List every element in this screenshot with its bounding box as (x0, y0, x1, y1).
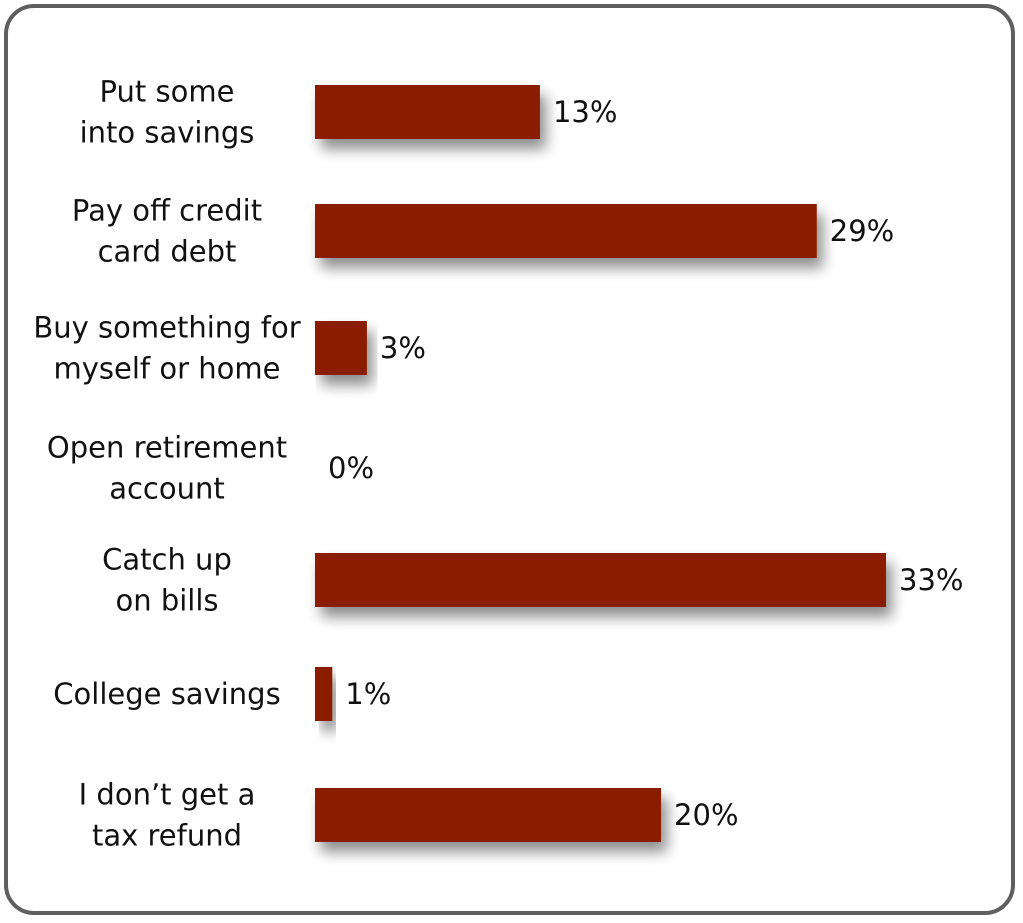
category-label-1: Put some into savings (80, 75, 255, 150)
category-label-5: Catch up on bills (102, 543, 232, 618)
category-label-4: Open retirement account (47, 431, 287, 506)
value-label-7: 20% (674, 798, 738, 832)
category-label-line: Open retirement (47, 431, 287, 465)
category-label-line: Catch up (102, 543, 232, 577)
category-label-line: I don’t get a (79, 778, 256, 812)
chart-frame (4, 4, 1015, 915)
bar-3 (315, 321, 367, 375)
value-label-2: 29% (830, 214, 894, 248)
category-label-line: on bills (115, 584, 218, 618)
category-label-line: tax refund (92, 819, 242, 853)
category-label-line: Buy something for (33, 311, 300, 345)
bar-7 (315, 788, 662, 842)
bar-6 (315, 667, 333, 721)
category-label-line: into savings (80, 116, 255, 150)
category-label-line: College savings (53, 677, 280, 711)
category-label-3: Buy something for myself or home (33, 311, 300, 386)
value-label-6: 1% (345, 677, 391, 711)
category-label-6: College savings (53, 677, 280, 711)
category-label-line: account (109, 472, 225, 506)
category-label-7: I don’t get a tax refund (79, 778, 256, 853)
category-label-line: Put some (100, 75, 235, 109)
value-label-4: 0% (328, 451, 374, 485)
category-label-2: Pay off credit card debt (72, 194, 262, 269)
category-label-line: Pay off credit (72, 194, 262, 228)
labels-layer: 13% Put some into savings 29% Pay off credit… (33, 75, 963, 853)
category-label-line: card debt (98, 235, 237, 269)
value-label-3: 3% (380, 331, 426, 365)
category-label-line: myself or home (54, 352, 281, 386)
bar-5 (315, 553, 886, 607)
value-label-1: 13% (553, 95, 617, 129)
bar-1 (315, 85, 540, 139)
bars-layer (315, 85, 886, 842)
value-label-5: 33% (899, 563, 963, 597)
bar-2 (315, 204, 817, 258)
